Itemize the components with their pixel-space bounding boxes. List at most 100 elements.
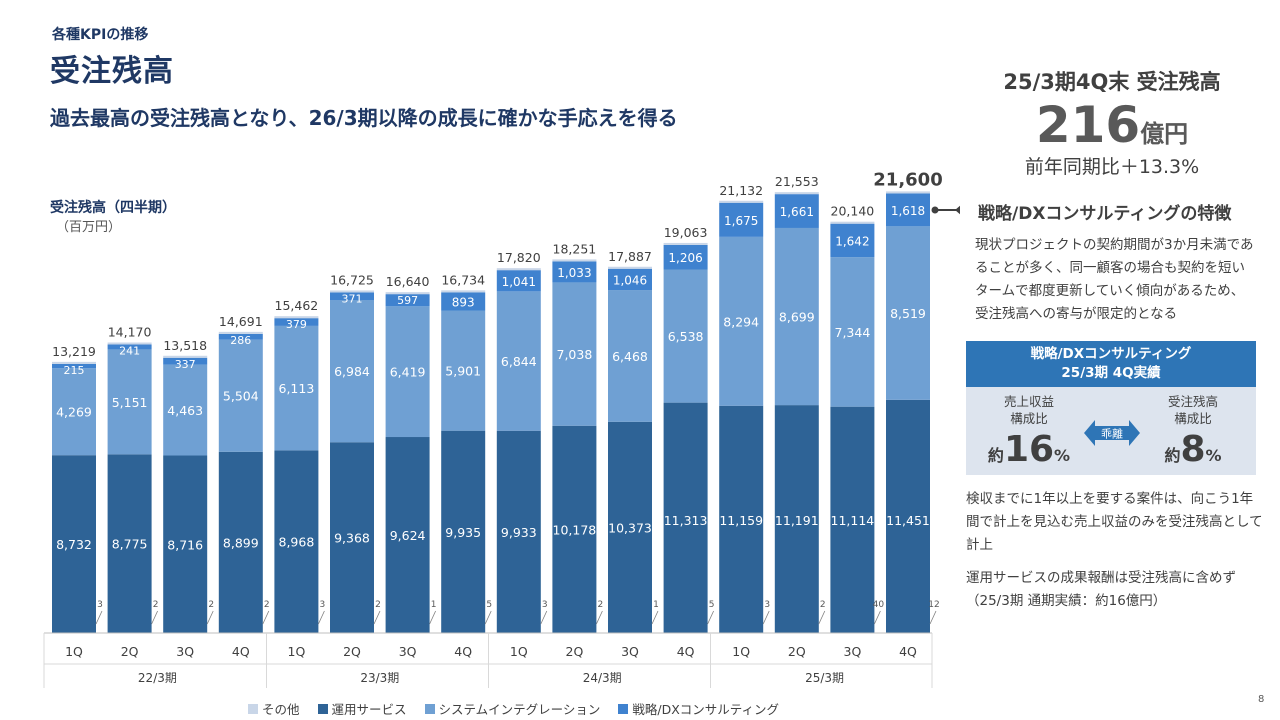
leader-line-other bbox=[929, 610, 937, 625]
legend-label-other: その他 bbox=[262, 702, 300, 717]
label-total: 14,691 bbox=[219, 314, 263, 329]
label-ops: 9,935 bbox=[445, 525, 481, 540]
label-ops: 9,368 bbox=[334, 531, 370, 546]
label-si: 8,294 bbox=[723, 314, 759, 329]
category-label: 4Q bbox=[899, 644, 917, 659]
bar-other bbox=[830, 221, 875, 224]
legend-label-si: システムインテグレーション bbox=[438, 702, 601, 717]
bar-si bbox=[107, 349, 152, 455]
backlog-ratio-value: 約8% bbox=[1138, 429, 1248, 470]
feature-title: 戦略/DXコンサルティングの特徴 bbox=[978, 204, 1232, 224]
label-ops: 8,716 bbox=[167, 537, 203, 552]
bar-si bbox=[330, 300, 374, 443]
bar-si bbox=[218, 339, 263, 452]
legend-swatch-si bbox=[424, 703, 435, 714]
label-dx: 337 bbox=[175, 358, 196, 371]
bar-other bbox=[52, 361, 96, 364]
dx-box-title-1: 戦略/DXコンサルティング bbox=[1030, 346, 1192, 362]
label-total: 18,251 bbox=[553, 241, 597, 256]
backlog-ratio-label: 受注残高 構成比 bbox=[1148, 393, 1238, 427]
label-other: 5 bbox=[486, 600, 492, 610]
label-dx: 286 bbox=[230, 334, 251, 347]
legend-item-other: その他 bbox=[248, 699, 300, 718]
category-label: 2Q bbox=[788, 644, 806, 659]
bar-dx bbox=[385, 294, 430, 307]
bar-si bbox=[441, 310, 486, 431]
group-label: 25/3期 bbox=[805, 671, 844, 685]
gap-arrow-icon: 乖離 bbox=[1084, 420, 1140, 446]
bar-si bbox=[663, 269, 708, 403]
bar-dx bbox=[496, 270, 541, 292]
kpi-label: 25/3期4Q末 受注残高 bbox=[1003, 70, 1221, 94]
label-other: 2 bbox=[264, 600, 270, 610]
leader-line-other bbox=[373, 610, 381, 625]
category-label: 3Q bbox=[621, 644, 639, 659]
bar-ops bbox=[608, 421, 652, 633]
category-label: 2Q bbox=[566, 644, 584, 659]
bar-ops bbox=[52, 455, 96, 633]
bar-dx bbox=[52, 363, 96, 369]
label-ops: 10,178 bbox=[553, 522, 597, 537]
label-si: 5,151 bbox=[112, 395, 148, 410]
legend-item-ops: 運用サービス bbox=[317, 699, 407, 718]
bar-other bbox=[218, 331, 263, 334]
label-dx: 893 bbox=[452, 295, 475, 309]
chart-unit: （百万円） bbox=[56, 220, 122, 235]
label-dx: 1,618 bbox=[891, 204, 925, 218]
bar-other bbox=[663, 242, 708, 245]
label-si: 8,699 bbox=[779, 310, 815, 325]
label-other: 40 bbox=[873, 600, 885, 610]
label-other: 3 bbox=[320, 600, 326, 610]
label-dx: 215 bbox=[64, 364, 85, 377]
label-ops: 8,899 bbox=[223, 535, 259, 550]
bar-other bbox=[496, 268, 541, 271]
label-total: 17,820 bbox=[497, 250, 541, 265]
label-total: 16,725 bbox=[330, 272, 374, 287]
leader-line-other bbox=[707, 610, 714, 625]
backlog-ratio-label-1: 受注残高 bbox=[1167, 394, 1218, 409]
group-label: 23/3期 bbox=[360, 671, 399, 685]
feature-text: 現状プロジェクトの契約期間が3か月未満であることが多く、同一顧客の場合も契約を短… bbox=[975, 237, 1254, 322]
backlog-ratio-percent: % bbox=[1205, 446, 1222, 465]
label-dx: 1,675 bbox=[724, 214, 758, 228]
label-total: 17,887 bbox=[608, 249, 652, 264]
revenue-ratio-number: 16 bbox=[1003, 429, 1055, 470]
kpi-value: 216億円 bbox=[972, 96, 1252, 154]
bar-si bbox=[886, 226, 930, 400]
revenue-ratio-label-1: 売上収益 bbox=[1003, 394, 1054, 409]
bar-ops bbox=[274, 450, 319, 633]
category-label: 1Q bbox=[510, 644, 528, 659]
bar-ops bbox=[830, 406, 875, 633]
leader-line-other bbox=[429, 610, 436, 625]
bar-si bbox=[385, 306, 430, 438]
category-label: 2Q bbox=[121, 644, 139, 659]
group-label: 24/3期 bbox=[583, 671, 622, 685]
bar-other bbox=[385, 292, 430, 295]
backlog-ratio-prefix: 約 bbox=[1164, 446, 1181, 465]
bar-ops bbox=[330, 442, 374, 633]
revenue-ratio-label: 売上収益 構成比 bbox=[984, 393, 1074, 427]
category-label: 3Q bbox=[399, 644, 417, 659]
bar-other bbox=[886, 191, 930, 194]
label-si: 4,269 bbox=[56, 405, 92, 420]
label-dx: 241 bbox=[119, 345, 140, 358]
label-ops: 9,933 bbox=[501, 525, 537, 540]
label-dx: 597 bbox=[397, 294, 418, 307]
label-total: 15,462 bbox=[275, 298, 319, 313]
leader-line-other bbox=[262, 610, 270, 625]
label-total: 19,063 bbox=[664, 225, 708, 240]
bar-other bbox=[608, 266, 652, 269]
label-other: 3 bbox=[764, 600, 770, 610]
bar-si bbox=[719, 236, 764, 406]
bar-ops bbox=[441, 430, 486, 633]
bar-ops bbox=[663, 402, 708, 633]
bar-dx bbox=[830, 223, 875, 258]
label-total: 16,734 bbox=[441, 272, 485, 287]
label-ops: 11,191 bbox=[775, 513, 819, 528]
label-dx: 371 bbox=[342, 292, 363, 305]
page-title: 受注残高 bbox=[50, 54, 174, 89]
bar-dx bbox=[274, 318, 319, 326]
chart-title: 受注残高（四半期） bbox=[50, 200, 176, 216]
bar-other bbox=[330, 290, 374, 293]
bar-ops bbox=[218, 451, 263, 633]
